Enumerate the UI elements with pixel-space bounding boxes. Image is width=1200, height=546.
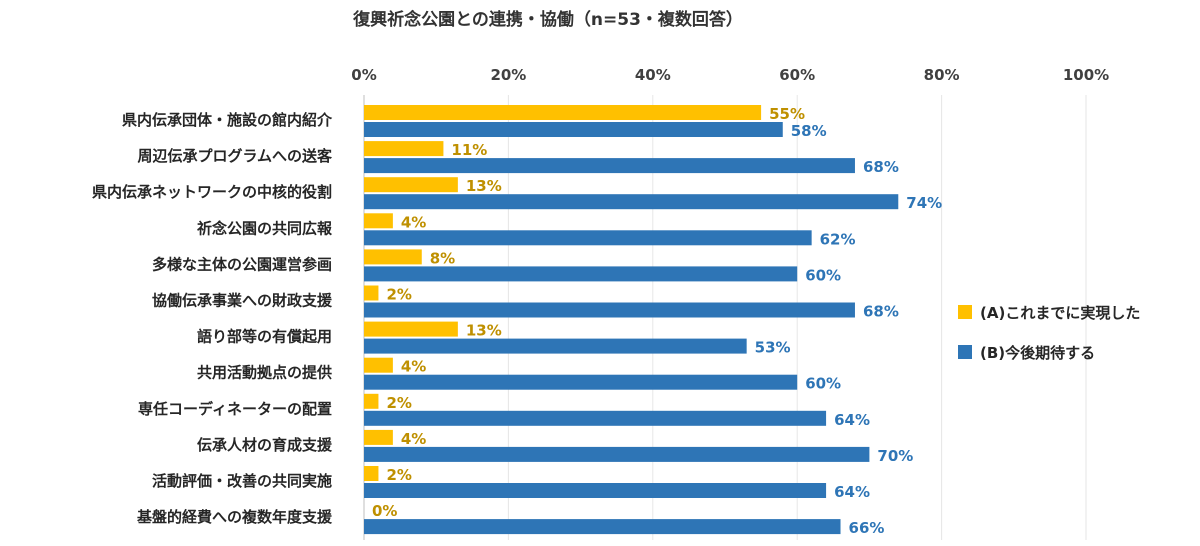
bar-a	[364, 141, 444, 157]
x-tick-label: 0%	[351, 66, 376, 84]
bar-a	[364, 466, 379, 481]
data-label: 53%	[755, 339, 791, 357]
x-tick-label: 60%	[779, 66, 815, 84]
category-label: 県内伝承団体・施設の館内紹介	[122, 111, 333, 129]
legend-label: (B)今後期待する	[980, 344, 1095, 362]
bar-b	[364, 374, 798, 390]
data-label: 8%	[430, 249, 455, 267]
bars	[364, 105, 899, 535]
data-label: 64%	[834, 411, 870, 429]
bar-b	[364, 338, 747, 354]
bar-a	[364, 249, 422, 265]
category-label: 共用活動拠点の提供	[197, 364, 332, 382]
data-label: 4%	[401, 358, 426, 376]
category-label: 語り部等の有償起用	[197, 328, 332, 346]
x-tick-label: 100%	[1063, 66, 1109, 84]
data-label: 13%	[466, 322, 502, 340]
category-label: 協働伝承事業への財政支援	[152, 292, 333, 310]
data-label: 13%	[466, 177, 502, 195]
data-label: 11%	[451, 141, 487, 159]
data-label: 2%	[386, 466, 411, 484]
data-label: 4%	[401, 213, 426, 231]
legend-swatch	[958, 345, 972, 359]
category-label: 県内伝承ネットワークの中核的役割	[92, 183, 332, 201]
bar-a	[364, 213, 393, 229]
bar-b	[364, 158, 855, 174]
category-label: 活動評価・改善の共同実施	[152, 472, 332, 490]
x-axis-ticks: 0% 20% 40% 60% 80% 100%	[351, 66, 1109, 84]
data-label: 68%	[863, 158, 899, 176]
bar-b	[364, 302, 855, 318]
category-label: 基盤的経費への複数年度支援	[136, 508, 333, 526]
data-label: 60%	[805, 266, 841, 284]
x-tick-label: 80%	[924, 66, 960, 84]
data-label: 4%	[401, 430, 426, 448]
bar-b	[364, 446, 870, 462]
bar-a	[364, 393, 379, 409]
data-label: 0%	[372, 502, 397, 520]
data-label: 2%	[386, 394, 411, 412]
data-label: 64%	[834, 483, 870, 501]
bar-a	[364, 105, 762, 120]
data-label: 62%	[820, 230, 856, 248]
chart-title: 復興祈念公園との連携・協働（n=53・複数回答）	[352, 9, 743, 30]
bar-a	[364, 285, 379, 301]
x-tick-label: 20%	[490, 66, 526, 84]
data-label: 58%	[791, 122, 827, 140]
x-tick-label: 40%	[635, 66, 671, 84]
category-label: 多様な主体の公園運営参画	[152, 255, 332, 273]
data-label: 66%	[849, 519, 885, 537]
category-label: 祈念公園の共同広報	[197, 219, 333, 237]
bar-b	[364, 266, 798, 282]
bar-b	[364, 519, 841, 535]
category-labels: 県内伝承団体・施設の館内紹介周辺伝承プログラムへの送客県内伝承ネットワークの中核…	[92, 111, 333, 526]
data-labels: 55%58% 11% 68% 13% 74% 4% 62% 8% 60% 2% 68% 13% 53% 4…	[372, 105, 942, 537]
bar-b	[364, 230, 812, 246]
data-label: 68%	[863, 303, 899, 321]
bar-a	[364, 429, 393, 445]
legend-label: (A)これまでに実現した	[980, 304, 1140, 322]
category-label: 周辺伝承プログラムへの送客	[137, 147, 333, 165]
bar-a	[364, 321, 458, 337]
data-label: 2%	[386, 286, 411, 304]
data-label: 55%	[769, 105, 805, 123]
bar-b	[364, 194, 899, 210]
category-label: 伝承人材の育成支援	[197, 436, 333, 454]
bar-a	[364, 177, 458, 193]
bar-a	[364, 357, 393, 373]
bar-b	[364, 122, 783, 137]
data-label: 70%	[877, 447, 913, 465]
category-label: 専任コーディネーターの配置	[138, 400, 332, 418]
legend: (A)これまでに実現した (B)今後期待する	[958, 304, 1140, 362]
data-label: 74%	[906, 194, 942, 212]
bar-b	[364, 410, 827, 426]
legend-swatch	[958, 305, 972, 319]
data-label: 60%	[805, 375, 841, 393]
bar-b	[364, 483, 827, 498]
